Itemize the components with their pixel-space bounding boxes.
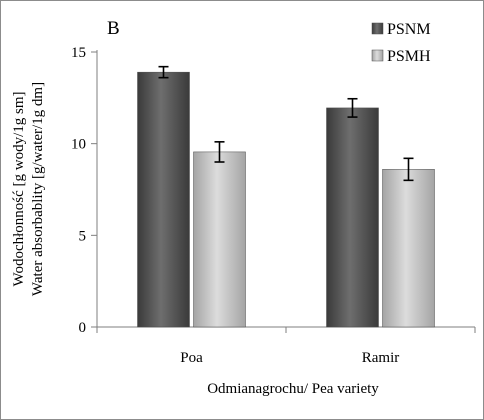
y-tick-label: 5 <box>79 228 87 244</box>
bar-psnm-ramir <box>326 107 379 328</box>
y-tick-label: 0 <box>79 320 87 336</box>
bar-psmh-poa <box>193 151 246 328</box>
x-tick-label: Poa <box>180 350 203 366</box>
bar-psnm-poa <box>137 71 190 328</box>
y-tick-label: 15 <box>71 45 86 61</box>
y-tick-label: 10 <box>71 137 86 153</box>
tick-labels: 0 5 10 15 Poa Ramir <box>71 45 399 366</box>
error-bar-psnm-ramir <box>347 97 358 118</box>
x-axis-label: Odmianagrochu/ Pea variety <box>207 381 379 397</box>
error-bar-psnm-poa <box>158 65 169 79</box>
bars <box>137 71 435 328</box>
y-axis-label-line1: Wodochłonność [g wody/1g sm] <box>11 91 27 286</box>
legend: PSNM PSMH <box>371 21 431 65</box>
x-tick-label: Ramir <box>362 350 400 366</box>
error-bar-psmh-poa <box>214 141 225 163</box>
legend-swatch <box>371 22 384 35</box>
legend-item-psnm: PSNM <box>371 21 431 38</box>
legend-swatch <box>371 49 384 62</box>
bar-psmh-ramir <box>382 169 435 328</box>
legend-label: PSNM <box>387 21 431 38</box>
y-axis-label-line2: Water absorbablity [g/water/1g dm] <box>30 82 46 296</box>
legend-item-psmh: PSMH <box>371 48 431 65</box>
legend-label: PSMH <box>387 48 431 65</box>
error-bars <box>158 65 414 182</box>
panel-label: B <box>107 18 120 39</box>
error-bar-psmh-ramir <box>403 157 414 182</box>
